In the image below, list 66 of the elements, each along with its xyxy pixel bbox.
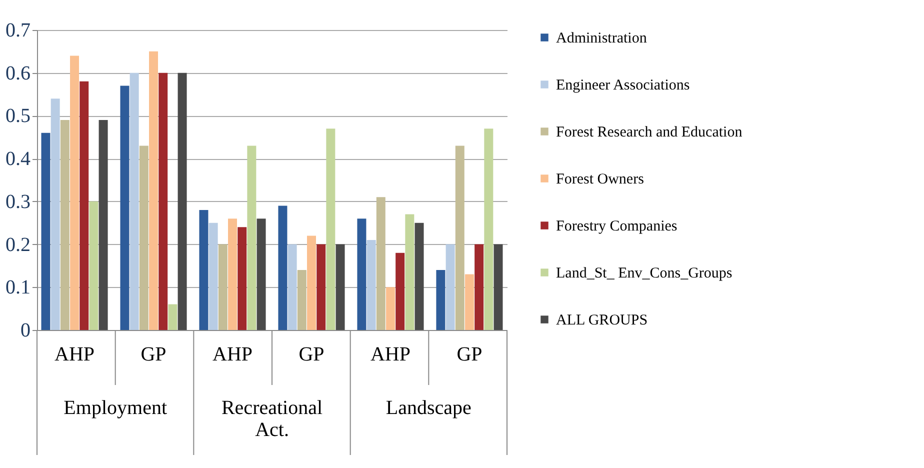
legend-label: Administration bbox=[556, 30, 648, 46]
bar bbox=[494, 244, 503, 330]
bar bbox=[484, 128, 494, 330]
bar bbox=[414, 222, 424, 330]
bar bbox=[168, 304, 178, 330]
bar bbox=[178, 72, 187, 330]
text: Recreational Act. bbox=[221, 397, 323, 441]
bar bbox=[208, 222, 218, 330]
y-tick-label: 0.3 bbox=[6, 190, 30, 213]
bar bbox=[41, 132, 50, 330]
legend-label: Engineer Associations bbox=[556, 78, 690, 94]
legend-label: Forestry Companies bbox=[556, 218, 678, 234]
bar bbox=[288, 244, 297, 330]
x-tick-label: GP bbox=[298, 344, 324, 366]
bar bbox=[326, 128, 336, 330]
bar bbox=[60, 120, 70, 330]
bar bbox=[238, 227, 247, 330]
bar bbox=[158, 72, 168, 330]
bar bbox=[306, 236, 316, 330]
bar bbox=[405, 214, 414, 330]
y-tick-label: 0.6 bbox=[6, 62, 30, 84]
bar bbox=[455, 146, 464, 330]
bar bbox=[357, 218, 366, 330]
x-tick-label: AHP bbox=[212, 344, 253, 366]
bar bbox=[120, 86, 130, 330]
bar bbox=[228, 218, 238, 330]
legend-label: ALL GROUPS bbox=[556, 312, 648, 328]
x-tick-label: AHP bbox=[54, 344, 95, 366]
bar bbox=[376, 197, 386, 330]
bar bbox=[446, 244, 455, 330]
x-tick-label: GP bbox=[140, 344, 166, 366]
bar bbox=[316, 244, 326, 330]
bar bbox=[278, 206, 288, 330]
bar bbox=[149, 51, 158, 330]
bar bbox=[366, 240, 376, 330]
bar bbox=[139, 146, 148, 330]
bar bbox=[436, 270, 446, 330]
y-tick-label: 0.1 bbox=[6, 276, 30, 299]
bar bbox=[474, 244, 484, 330]
bar bbox=[50, 98, 60, 330]
bar bbox=[396, 252, 405, 330]
x-tick-label: AHP bbox=[370, 344, 410, 366]
legend-label: Land_St_ Env_Cons_Groups bbox=[556, 266, 732, 282]
x-tick-label: GP bbox=[456, 344, 482, 366]
y-tick-label: 0 bbox=[20, 320, 30, 342]
text: Landscape bbox=[386, 397, 472, 419]
bar bbox=[130, 72, 139, 330]
bar bbox=[386, 287, 395, 330]
bar bbox=[218, 244, 228, 330]
bar bbox=[256, 218, 266, 330]
bar bbox=[70, 56, 80, 330]
bar bbox=[89, 201, 98, 330]
y-tick-label: 0.7 bbox=[6, 20, 30, 42]
bar bbox=[336, 244, 345, 330]
bar bbox=[199, 210, 208, 330]
bar bbox=[464, 274, 474, 330]
y-tick-label: 0.5 bbox=[6, 105, 30, 128]
legend-label: Forest Research and Education bbox=[556, 124, 743, 140]
legend-label: Forest Owners bbox=[556, 172, 644, 188]
y-tick-label: 0.4 bbox=[6, 148, 30, 170]
bar bbox=[80, 81, 89, 330]
bar bbox=[247, 146, 256, 330]
bar bbox=[98, 120, 108, 330]
bar bbox=[297, 270, 306, 330]
y-tick-label: 0.2 bbox=[6, 234, 30, 256]
text: Employment bbox=[64, 397, 168, 419]
